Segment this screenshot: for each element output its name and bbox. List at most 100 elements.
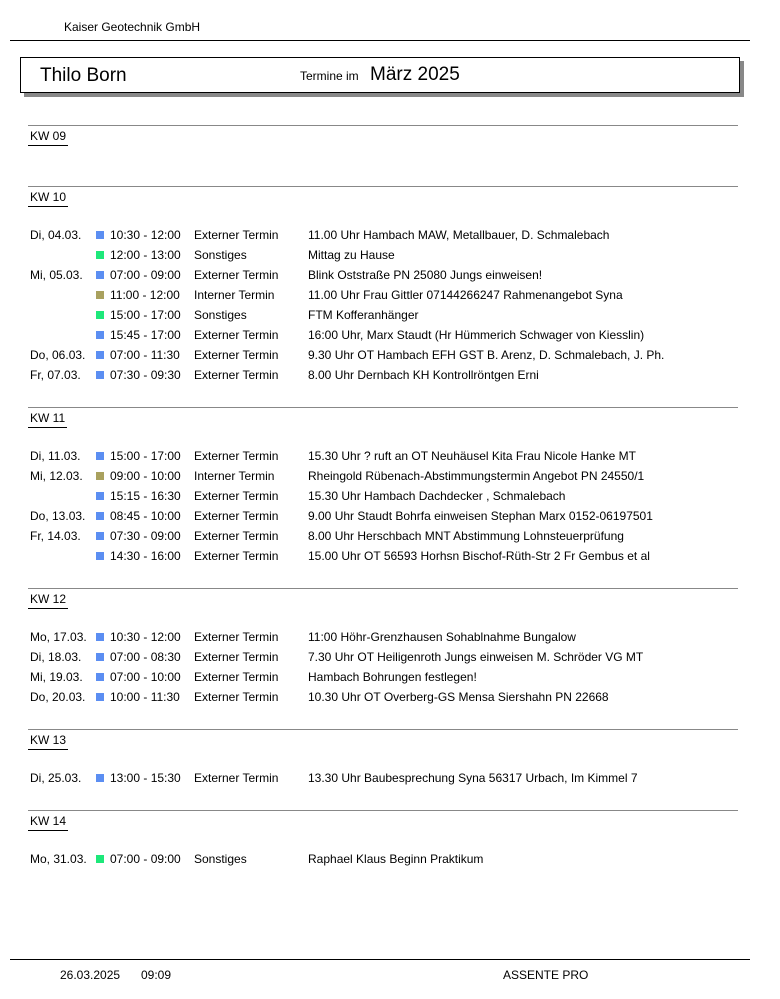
category-color-marker xyxy=(96,251,104,259)
category-color-marker xyxy=(96,774,104,782)
category-color-marker xyxy=(96,351,104,359)
week-header: KW 14 xyxy=(28,811,738,849)
appointment-description: Raphael Klaus Beginn Praktikum xyxy=(308,852,484,866)
category-color-marker xyxy=(96,311,104,319)
appointment-type: Externer Termin xyxy=(194,771,279,785)
appointment-row[interactable]: 15:45 - 17:00 Externer Termin 16:00 Uhr, M… xyxy=(28,325,738,345)
week-label: KW 09 xyxy=(28,126,69,146)
appointment-row[interactable]: Di, 11.03. 15:00 - 17:00 Externer Termin 15… xyxy=(28,446,738,466)
appointment-time: 15:45 - 17:00 xyxy=(110,328,181,342)
appointment-time: 15:00 - 17:00 xyxy=(110,308,181,322)
appointment-row[interactable]: Do, 06.03. 07:00 - 11:30 Externer Termin 9.… xyxy=(28,345,738,365)
appointment-description: 13.30 Uhr Baubesprechung Syna 56317 Urba… xyxy=(308,771,638,785)
category-color-marker xyxy=(96,552,104,560)
appointment-time: 09:00 - 10:00 xyxy=(110,469,181,483)
appointment-time: 07:30 - 09:00 xyxy=(110,529,181,543)
appointment-date: Di, 18.03. xyxy=(30,650,82,664)
appointment-row[interactable]: Mo, 31.03. 07:00 - 09:00 Sonstiges Raphael … xyxy=(28,849,738,869)
appointment-time: 07:00 - 11:30 xyxy=(110,348,180,362)
appointment-date: Mi, 05.03. xyxy=(30,268,83,282)
appointment-row[interactable]: Fr, 14.03. 07:30 - 09:00 Externer Termin 8.… xyxy=(28,526,738,546)
appointment-time: 13:00 - 15:30 xyxy=(110,771,181,785)
category-color-marker xyxy=(96,331,104,339)
appointment-row[interactable]: 12:00 - 13:00 Sonstiges Mittag zu Hause xyxy=(28,245,738,265)
week-label: KW 11 xyxy=(28,408,68,428)
appointment-row[interactable]: Mi, 19.03. 07:00 - 10:00 Externer Termin Ha… xyxy=(28,667,738,687)
appointment-type: Sonstiges xyxy=(194,248,247,262)
appointment-date: Do, 20.03. xyxy=(30,690,86,704)
appointment-type: Externer Termin xyxy=(194,348,279,362)
appointment-row[interactable]: Mo, 17.03. 10:30 - 12:00 Externer Termin 11… xyxy=(28,627,738,647)
appointment-row[interactable]: Do, 20.03. 10:00 - 11:30 Externer Termin 10… xyxy=(28,687,738,707)
appointment-description: 11.00 Uhr Hambach MAW, Metallbauer, D. S… xyxy=(308,228,610,242)
category-color-marker xyxy=(96,271,104,279)
appointment-description: Mittag zu Hause xyxy=(308,248,395,262)
footer-divider xyxy=(10,959,750,960)
company-name: Kaiser Geotechnik GmbH xyxy=(64,20,201,34)
appointment-time: 15:15 - 16:30 xyxy=(110,489,181,503)
appointment-time: 10:30 - 12:00 xyxy=(110,228,181,242)
category-color-marker xyxy=(96,633,104,641)
appointment-type: Externer Termin xyxy=(194,268,279,282)
appointment-time: 07:00 - 10:00 xyxy=(110,670,181,684)
appointment-row[interactable]: 15:00 - 17:00 Sonstiges FTM Kofferanhänger xyxy=(28,305,738,325)
category-color-marker xyxy=(96,492,104,500)
appointment-description: Blink Oststraße PN 25080 Jungs einweisen… xyxy=(308,268,543,282)
week-section: KW 10 Di, 04.03. 10:30 - 12:00 Externer Ter… xyxy=(28,186,738,407)
week-sections: KW 09 KW 10 Di, 04.03. 10:30 - 12:00 Externe… xyxy=(28,125,738,891)
footer-app-name: ASSENTE PRO xyxy=(503,968,589,982)
category-color-marker xyxy=(96,231,104,239)
title-box: Thilo Born Termine im März 2025 xyxy=(20,57,740,93)
appointment-description: 10.30 Uhr OT Overberg-GS Mensa Siershahn… xyxy=(308,690,609,704)
appointment-date: Mi, 12.03. xyxy=(30,469,83,483)
appointment-description: 16:00 Uhr, Marx Staudt (Hr Hümmerich Sch… xyxy=(308,328,645,342)
appointment-description: 8.00 Uhr Herschbach MNT Abstimmung Lohns… xyxy=(308,529,624,543)
week-section: KW 13 Di, 25.03. 13:00 - 15:30 Externer Ter… xyxy=(28,729,738,810)
appointment-row[interactable]: Fr, 07.03. 07:30 - 09:30 Externer Termin 8.… xyxy=(28,365,738,385)
appointment-row[interactable]: 11:00 - 12:00 Interner Termin 11.00 Uhr Fr… xyxy=(28,285,738,305)
appointment-type: Interner Termin xyxy=(194,288,275,302)
appointment-time: 11:00 - 12:00 xyxy=(110,288,180,302)
appointment-type: Externer Termin xyxy=(194,228,279,242)
appointment-date: Do, 13.03. xyxy=(30,509,86,523)
termine-label: Termine im xyxy=(300,69,359,83)
appointment-description: 11.00 Uhr Frau Gittler 07144266247 Rahme… xyxy=(308,288,623,302)
appointment-date: Mi, 19.03. xyxy=(30,670,83,684)
appointment-type: Externer Termin xyxy=(194,489,279,503)
appointment-row[interactable]: 15:15 - 16:30 Externer Termin 15.30 Uhr Ha… xyxy=(28,486,738,506)
footer-time: 09:09 xyxy=(141,968,172,982)
appointment-date: Mo, 31.03. xyxy=(30,852,87,866)
appointment-type: Externer Termin xyxy=(194,690,279,704)
category-color-marker xyxy=(96,855,104,863)
appointment-description: 15.00 Uhr OT 56593 Horhsn Bischof-Rüth-S… xyxy=(308,549,650,563)
week-section: KW 12 Mo, 17.03. 10:30 - 12:00 Externer Ter… xyxy=(28,588,738,729)
appointment-description: 8.00 Uhr Dernbach KH Kontrollröntgen Ern… xyxy=(308,368,539,382)
appointment-row[interactable]: Mi, 12.03. 09:00 - 10:00 Interner Termin Rh… xyxy=(28,466,738,486)
week-header: KW 13 xyxy=(28,730,738,768)
week-section: KW 09 xyxy=(28,125,738,186)
appointment-description: Rheingold Rübenach-Abstimmungstermin Ang… xyxy=(308,469,645,483)
week-label: KW 12 xyxy=(28,589,69,609)
appointment-type: Externer Termin xyxy=(194,529,279,543)
appointment-time: 10:00 - 11:30 xyxy=(110,690,180,704)
appointment-row[interactable]: 14:30 - 16:00 Externer Termin 15.00 Uhr OT… xyxy=(28,546,738,566)
appointment-description: Hambach Bohrungen festlegen! xyxy=(308,670,477,684)
week-header: KW 12 xyxy=(28,589,738,627)
appointment-date: Di, 04.03. xyxy=(30,228,82,242)
appointment-type: Sonstiges xyxy=(194,852,247,866)
appointment-time: 08:45 - 10:00 xyxy=(110,509,181,523)
appointment-date: Fr, 14.03. xyxy=(30,529,81,543)
appointment-row[interactable]: Di, 25.03. 13:00 - 15:30 Externer Termin 13… xyxy=(28,768,738,788)
appointment-row[interactable]: Do, 13.03. 08:45 - 10:00 Externer Termin 9.… xyxy=(28,506,738,526)
appointment-time: 12:00 - 13:00 xyxy=(110,248,181,262)
month-label: März 2025 xyxy=(370,64,460,85)
appointment-row[interactable]: Di, 18.03. 07:00 - 08:30 Externer Termin 7.… xyxy=(28,647,738,667)
appointment-time: 07:00 - 08:30 xyxy=(110,650,181,664)
person-name: Thilo Born xyxy=(40,65,127,86)
week-header: KW 11 xyxy=(28,408,738,446)
category-color-marker xyxy=(96,291,104,299)
appointment-row[interactable]: Mi, 05.03. 07:00 - 09:00 Externer Termin Bl… xyxy=(28,265,738,285)
appointment-row[interactable]: Di, 04.03. 10:30 - 12:00 Externer Termin 11… xyxy=(28,225,738,245)
appointment-type: Externer Termin xyxy=(194,509,279,523)
